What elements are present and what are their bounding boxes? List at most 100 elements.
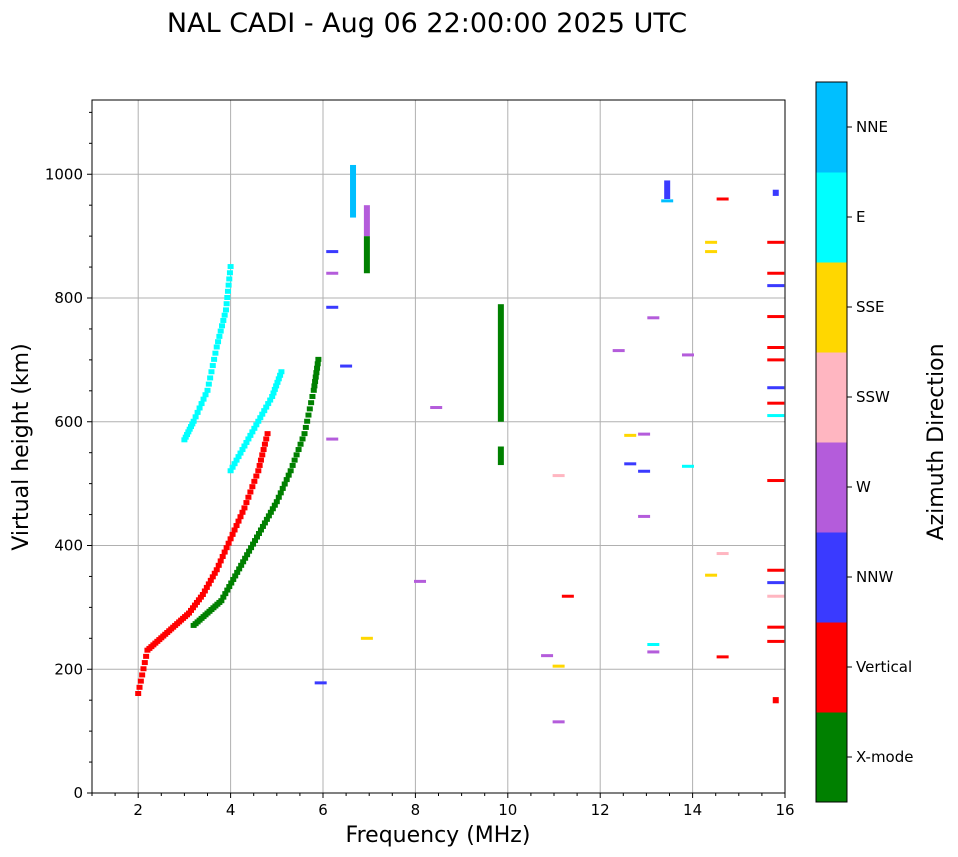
echo-mark: [224, 295, 231, 300]
echo-mark: [257, 527, 264, 533]
echo-segment: [497, 446, 504, 466]
colorbar-swatch: [816, 262, 847, 353]
colorbar: X-mode Vertical NNW W SSW SSE E NNE: [815, 81, 913, 803]
echo-mark: [193, 599, 200, 605]
echo-mark: [360, 636, 373, 640]
echo-mark: [198, 401, 205, 407]
echo-mark: [767, 625, 785, 629]
echo-mark: [716, 655, 729, 659]
echo-mark: [232, 573, 239, 579]
echo-mark: [217, 558, 224, 564]
echo-mark: [283, 477, 290, 483]
echo-mark: [289, 462, 296, 468]
echo-mark: [220, 317, 227, 323]
echo-mark: [254, 534, 260, 540]
echo-mark: [647, 650, 660, 654]
colorbar-swatch: [816, 712, 847, 803]
grid-lines: [92, 100, 786, 794]
echo-mark: [227, 468, 234, 474]
colorbar-swatch: [816, 82, 847, 173]
echo-mark: [221, 549, 228, 555]
echo-mark: [240, 559, 247, 565]
echo-mark: [624, 433, 637, 437]
echo-mark: [295, 447, 302, 453]
echo-mark: [197, 594, 204, 600]
x-axis-label: Frequency (MHz): [346, 823, 531, 848]
echo-mark: [273, 499, 280, 505]
echo-mark: [767, 414, 785, 418]
echo-segment: [772, 189, 779, 196]
plot-background: [92, 100, 785, 793]
echo-mark: [311, 383, 318, 389]
echo-mark: [313, 370, 320, 376]
colorbar-label: Azimuth Direction: [924, 343, 949, 540]
echo-mark: [242, 555, 249, 561]
echo-mark: [243, 500, 250, 506]
echo-mark: [199, 592, 206, 597]
y-tick-label: 0: [73, 784, 83, 802]
colorbar-label-item: SSE: [856, 298, 885, 316]
echo-mark: [192, 414, 199, 420]
echo-segment: [363, 236, 370, 274]
y-tick-label: 200: [54, 660, 83, 678]
echo-mark: [265, 401, 272, 407]
echo-mark: [250, 541, 257, 547]
echo-mark: [257, 415, 264, 421]
echo-mark: [561, 594, 574, 598]
plot-area: 2 4 6 8 10 12 14 16 0 200 400 600 800 1000: [45, 99, 795, 819]
echo-mark: [278, 369, 285, 375]
echo-mark: [223, 301, 230, 307]
echo-mark: [274, 379, 281, 385]
echo-mark: [314, 365, 321, 371]
echo-mark: [182, 434, 189, 440]
echo-mark: [310, 387, 317, 393]
echo-mark: [224, 587, 231, 593]
echo-mark: [305, 412, 312, 418]
x-tick-label: 10: [498, 801, 517, 819]
echo-mark: [219, 553, 226, 559]
echo-mark: [279, 485, 286, 491]
echo-segment: [664, 180, 671, 199]
echo-mark: [230, 576, 237, 582]
echo-segments: [350, 164, 779, 704]
echo-mark: [249, 484, 256, 490]
echo-mark: [137, 678, 144, 684]
echo-mark: [226, 584, 233, 590]
echo-mark: [681, 353, 694, 357]
echo-mark: [312, 374, 319, 380]
echo-mark: [186, 610, 193, 616]
echo-mark: [414, 579, 427, 583]
echo-mark: [271, 386, 278, 392]
echo-mark: [308, 400, 315, 406]
echo-mark: [716, 552, 729, 556]
echo-mark: [184, 432, 191, 438]
echo-mark: [256, 462, 263, 468]
echo-mark: [245, 436, 252, 442]
colorbar-label-item: X-mode: [856, 748, 913, 766]
echo-mark: [228, 580, 235, 586]
echo-mark: [291, 457, 298, 463]
echo-mark: [552, 474, 565, 478]
echo-mark: [225, 540, 232, 546]
echo-mark: [188, 607, 194, 613]
echo-mark: [239, 509, 246, 515]
echo-mark: [301, 431, 308, 437]
echo-mark: [767, 568, 785, 572]
echo-segment: [772, 697, 779, 704]
y-tick-label: 600: [54, 413, 83, 431]
echo-mark: [141, 660, 148, 666]
echo-mark: [227, 536, 234, 542]
echo-mark: [225, 282, 232, 288]
echo-mark: [189, 421, 196, 427]
echo-mark: [219, 323, 226, 329]
echo-mark: [222, 591, 229, 597]
echo-mark: [269, 506, 276, 512]
echo-mark: [209, 363, 216, 369]
echo-mark: [264, 431, 271, 437]
x-tick-label: 16: [775, 801, 794, 819]
echo-mark: [263, 516, 270, 522]
echo-mark: [218, 598, 225, 604]
echo-mark: [253, 473, 260, 479]
echo-mark: [213, 344, 220, 350]
echo-mark: [226, 276, 233, 282]
